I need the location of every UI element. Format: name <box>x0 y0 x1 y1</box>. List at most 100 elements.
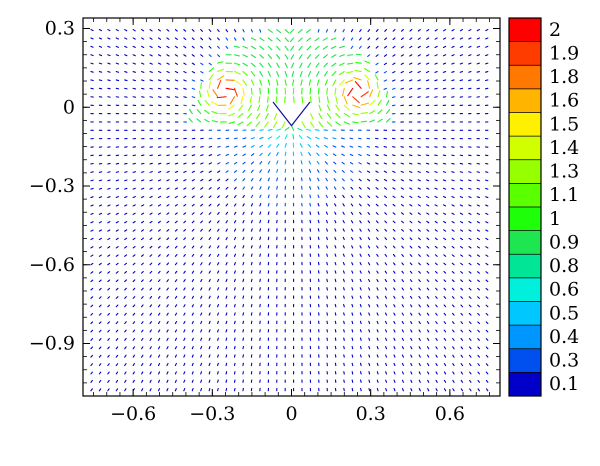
vector-arrow <box>339 54 345 57</box>
vector-arrow <box>132 354 136 358</box>
vector-arrow <box>350 195 354 199</box>
vector-arrow <box>191 146 196 148</box>
vector-arrow <box>376 379 379 383</box>
vector-arrow <box>367 203 371 207</box>
vector-arrow <box>124 379 127 383</box>
vector-arrow <box>401 371 404 375</box>
vector-arrow <box>332 145 337 148</box>
vector-arrow <box>166 388 169 392</box>
vector-arrow <box>343 121 350 125</box>
vector-arrow <box>485 28 489 32</box>
vector-arrow <box>359 236 362 241</box>
vector-arrow <box>208 270 211 274</box>
vector-arrow <box>434 45 438 49</box>
vector-arrow <box>98 346 102 350</box>
vector-arrow <box>149 71 153 73</box>
vector-arrow <box>157 62 162 65</box>
vector-arrow <box>468 54 472 57</box>
vector-arrow <box>284 62 288 69</box>
vector-arrow <box>317 211 320 215</box>
vector-arrow <box>90 262 94 266</box>
vector-arrow <box>425 62 430 65</box>
vector-arrow <box>376 228 379 232</box>
vector-arrow <box>485 45 489 48</box>
vector-arrow <box>208 278 211 283</box>
vector-arrow <box>276 28 281 34</box>
vector-arrow <box>157 262 161 266</box>
vector-arrow <box>434 195 438 199</box>
vector-arrow <box>132 287 136 291</box>
vector-arrow <box>443 371 447 375</box>
vector-arrow <box>259 169 262 173</box>
vector-arrow <box>477 321 480 325</box>
vector-arrow <box>98 388 102 392</box>
vector-arrow <box>250 270 253 274</box>
vector-arrow <box>149 79 153 82</box>
vector-arrow <box>324 161 328 165</box>
vector-arrow <box>259 136 264 140</box>
vector-arrow <box>442 54 447 57</box>
vector-arrow <box>132 204 136 207</box>
x-tick-label: −0.3 <box>189 403 235 425</box>
vector-arrow <box>124 237 128 241</box>
vector-arrow <box>384 237 388 241</box>
vector-arrow <box>250 178 254 182</box>
vector-arrow <box>98 329 102 333</box>
vector-arrow <box>217 228 220 232</box>
vector-arrow <box>200 62 204 66</box>
vector-arrow <box>460 379 464 383</box>
vector-arrow <box>217 145 221 148</box>
vector-arrow <box>107 329 110 333</box>
vector-arrow <box>233 62 241 66</box>
vector-arrow <box>391 96 396 99</box>
colorbar-label: 0.6 <box>549 279 579 301</box>
vector-arrow <box>267 202 270 207</box>
vector-arrow <box>200 178 204 182</box>
vector-arrow <box>485 329 489 333</box>
vector-arrow <box>451 245 455 249</box>
x-tick-label: 0.6 <box>435 403 465 425</box>
vector-arrow <box>360 379 362 383</box>
vector-arrow <box>383 162 388 165</box>
vector-arrow <box>174 371 177 375</box>
vector-arrow <box>484 79 489 82</box>
vector-arrow <box>242 245 245 249</box>
vector-arrow <box>132 279 136 283</box>
vector-arrow <box>124 312 127 316</box>
vector-arrow <box>408 79 413 82</box>
vector-arrow <box>200 203 204 207</box>
vector-arrow <box>417 204 421 207</box>
vector-arrow <box>384 37 388 41</box>
vector-arrow <box>183 346 186 350</box>
vector-arrow <box>426 37 430 40</box>
vector-arrow <box>132 71 136 73</box>
vector-arrow <box>141 195 145 199</box>
vector-arrow <box>141 71 145 73</box>
vector-arrow <box>183 187 187 190</box>
vector-arrow <box>225 245 228 249</box>
vector-arrow <box>238 104 244 111</box>
vector-arrow <box>309 194 312 199</box>
vector-arrow <box>409 204 413 207</box>
vector-arrow <box>208 170 212 173</box>
vector-arrow <box>157 45 162 49</box>
vector-arrow <box>434 87 438 90</box>
vector-arrow <box>174 45 178 49</box>
vector-arrow <box>409 45 413 49</box>
vector-arrow <box>208 295 211 299</box>
vector-arrow <box>183 28 187 32</box>
vector-arrow <box>174 62 179 65</box>
vector-arrow <box>317 177 320 182</box>
vector-arrow <box>409 279 413 283</box>
vector-arrow <box>400 204 404 207</box>
vector-arrow <box>107 262 111 266</box>
vector-arrow <box>392 79 396 82</box>
vector-arrow <box>225 253 228 257</box>
vector-arrow <box>200 304 203 308</box>
vector-arrow <box>259 219 262 224</box>
vector-arrow <box>233 153 238 157</box>
vector-arrow <box>408 87 413 90</box>
vector-arrow <box>392 228 396 232</box>
vector-arrow <box>183 304 186 308</box>
vector-arrow <box>267 219 270 224</box>
